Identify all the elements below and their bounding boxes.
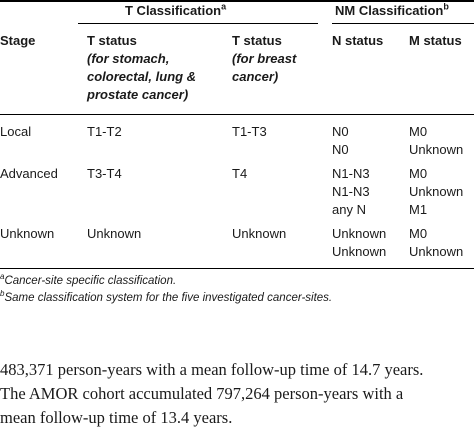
col-header-t1-sub: colorectal, lung &: [87, 69, 197, 84]
col-header-t1-sub: prostate cancer): [87, 87, 189, 102]
col-header-m: M status: [409, 33, 462, 48]
col-header-t2-sub: cancer): [232, 69, 279, 84]
row-n: N0: [332, 124, 349, 139]
body-paragraph: 483,371 person-years with a mean follow-…: [0, 358, 474, 430]
col-header-t1-sub: (for stomach,: [87, 51, 170, 66]
col-header-stage: Stage: [0, 33, 36, 48]
row-t1: T1-T2: [87, 124, 122, 139]
header-rule: [0, 114, 474, 115]
row-n: Unknown: [332, 244, 387, 259]
col-header-t2: T status: [232, 33, 282, 48]
row-m: M0: [409, 166, 428, 181]
body-line: 483,371 person-years with a mean follow-…: [0, 360, 424, 379]
footnote-a: aCancer-site specific classification.: [0, 272, 177, 287]
footnote-b: bSame classification system for the five…: [0, 289, 333, 304]
col-header-n: N status: [332, 33, 384, 48]
bottom-rule: [0, 268, 474, 269]
col-header-t1: T status: [87, 33, 137, 48]
row-m: M1: [409, 202, 428, 217]
row-m: Unknown: [409, 142, 464, 157]
row-t1: T3-T4: [87, 166, 122, 181]
group-underline-nm: [332, 23, 474, 24]
row-n: N1-N3: [332, 184, 370, 199]
row-n: N0: [332, 142, 349, 157]
body-line: The AMOR cohort accumulated 797,264 pers…: [0, 384, 404, 403]
group-underline-t: [78, 23, 318, 24]
row-stage: Local: [0, 124, 32, 139]
group-header-t: T Classificationa: [125, 1, 227, 18]
row-m: M0: [409, 226, 428, 241]
row-m: Unknown: [409, 244, 464, 259]
row-n: Unknown: [332, 226, 387, 241]
top-rule: [0, 0, 474, 2]
body-line: mean follow-up time of 13.4 years.: [0, 408, 233, 427]
group-header-nm: NM Classificationb: [335, 1, 449, 18]
row-t2: T1-T3: [232, 124, 267, 139]
row-t1: Unknown: [87, 226, 142, 241]
row-t2: T4: [232, 166, 248, 181]
row-stage: Advanced: [0, 166, 58, 181]
row-t2: Unknown: [232, 226, 287, 241]
row-stage: Unknown: [0, 226, 55, 241]
row-n: N1-N3: [332, 166, 370, 181]
row-m: M0: [409, 124, 428, 139]
row-m: Unknown: [409, 184, 464, 199]
row-n: any N: [332, 202, 366, 217]
col-header-t2-sub: (for breast: [232, 51, 297, 66]
